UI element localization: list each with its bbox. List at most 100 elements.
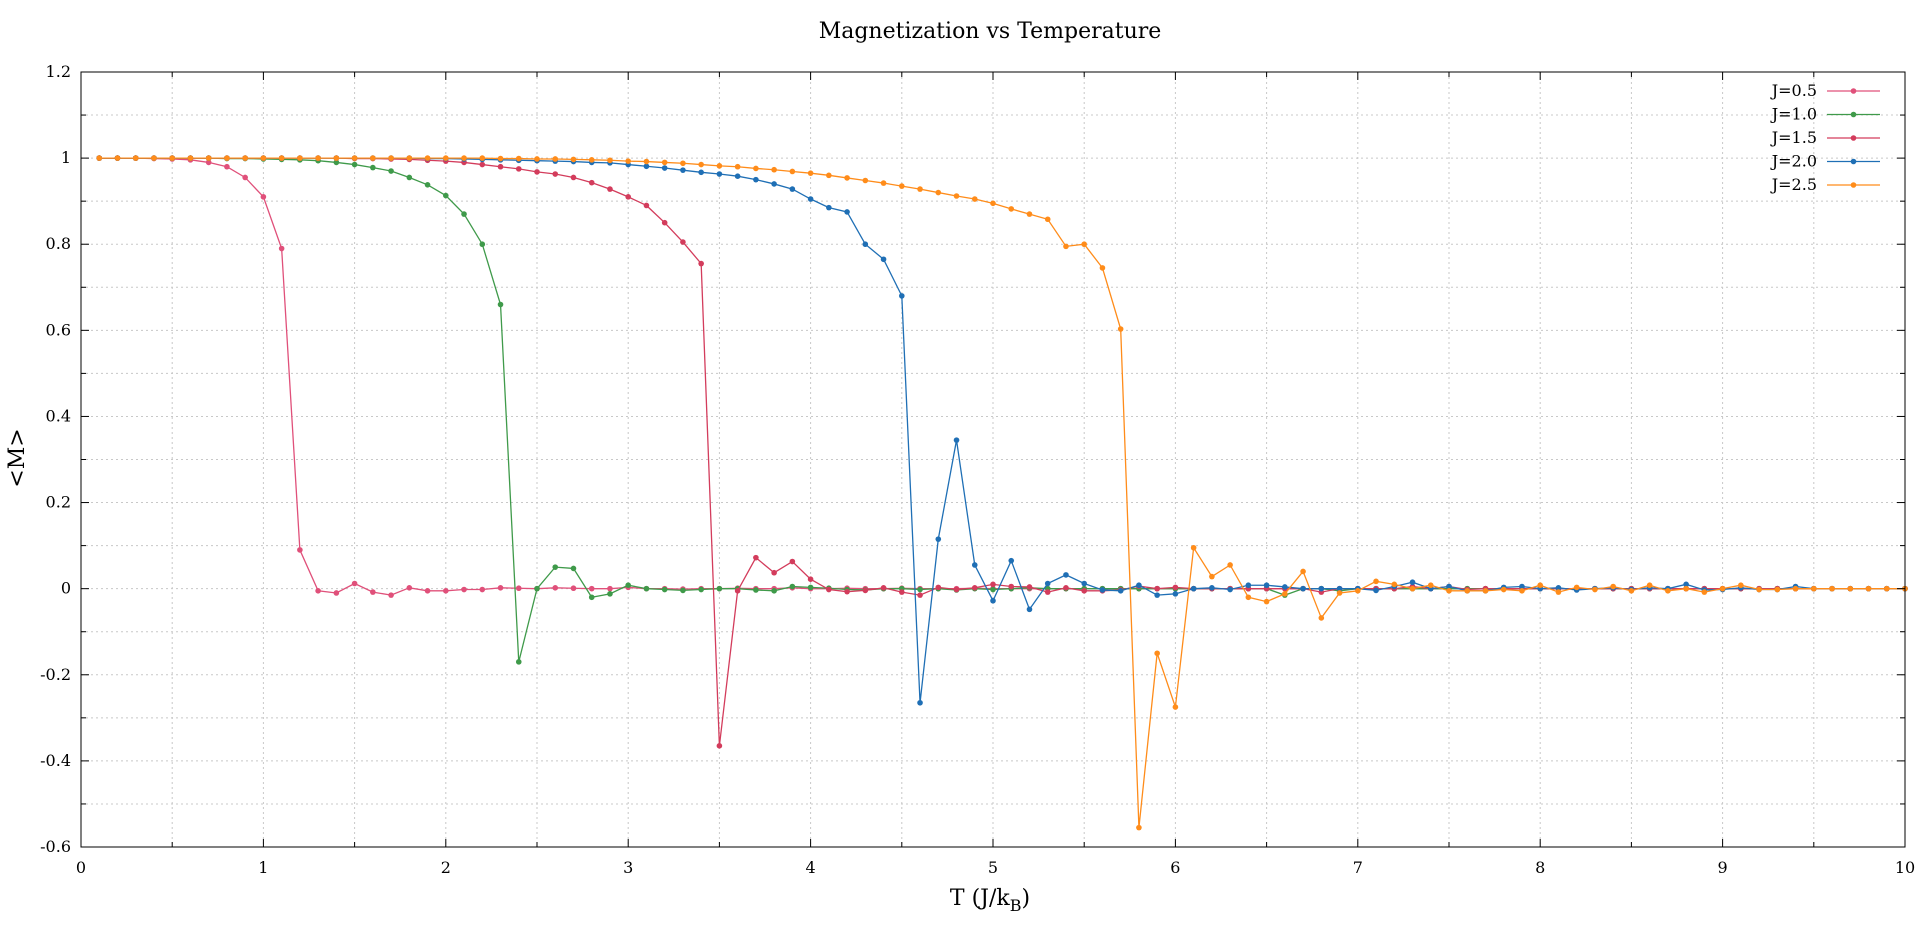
- data-point: [1373, 578, 1379, 585]
- data-point: [807, 196, 814, 202]
- data-point: [917, 186, 923, 192]
- data-point: [1464, 588, 1471, 594]
- data-point: [1044, 580, 1051, 587]
- data-point: [698, 161, 704, 168]
- data-point: [990, 597, 996, 604]
- series-line: [99, 157, 1905, 596]
- data-point: [753, 587, 759, 593]
- x-tick-label: 5: [988, 858, 998, 877]
- y-tick-label: 0.8: [46, 234, 71, 253]
- data-point: [1318, 615, 1325, 621]
- data-point: [406, 174, 413, 181]
- y-tick-label: -0.4: [40, 751, 71, 770]
- series-layer: [96, 155, 1908, 831]
- data-point: [698, 260, 704, 267]
- data-point: [588, 594, 595, 601]
- data-point: [351, 155, 358, 161]
- data-point: [588, 157, 595, 163]
- data-point: [461, 155, 467, 161]
- data-point: [1136, 582, 1142, 589]
- data-point: [862, 241, 869, 248]
- legend-swatch-marker: [1850, 111, 1857, 118]
- series-line: [99, 157, 1905, 828]
- legend-swatch-marker: [1850, 182, 1857, 188]
- data-point: [1209, 573, 1215, 580]
- data-point: [771, 181, 777, 187]
- data-point: [1665, 588, 1671, 594]
- data-point: [1063, 243, 1069, 250]
- data-point: [990, 581, 996, 588]
- data-point: [1026, 584, 1033, 590]
- data-point: [1172, 584, 1179, 591]
- data-point: [424, 182, 431, 188]
- data-point: [479, 155, 486, 161]
- x-tick-label: 2: [441, 858, 451, 877]
- data-point: [1227, 586, 1233, 593]
- data-point: [753, 176, 759, 183]
- data-point: [1081, 580, 1087, 587]
- data-point: [607, 157, 613, 164]
- x-tick-label: 10: [1895, 858, 1915, 877]
- data-point: [1282, 591, 1288, 597]
- data-point: [643, 158, 650, 165]
- legend-swatch-marker: [1850, 135, 1857, 141]
- data-point: [1227, 562, 1233, 568]
- legend-swatch-marker: [1850, 88, 1857, 94]
- data-point: [1683, 585, 1689, 592]
- data-point: [971, 585, 978, 591]
- data-point: [297, 155, 303, 161]
- data-point: [114, 155, 121, 161]
- x-axis-label: T (J/kB): [950, 886, 1030, 915]
- y-tick-label: 0.2: [46, 493, 71, 512]
- data-point: [680, 587, 686, 594]
- data-point: [1592, 586, 1598, 593]
- data-point: [552, 171, 559, 177]
- data-point: [278, 245, 285, 252]
- data-point: [1044, 216, 1051, 223]
- data-point: [534, 156, 540, 162]
- data-point: [497, 163, 504, 170]
- data-point: [661, 219, 668, 226]
- data-point: [315, 155, 321, 161]
- legend-label: J=1.0: [1770, 105, 1817, 124]
- x-tick-label: 4: [806, 858, 816, 877]
- data-point: [1099, 265, 1106, 271]
- x-tick-label: 9: [1718, 858, 1728, 877]
- data-point: [826, 204, 832, 211]
- data-point: [1245, 582, 1252, 589]
- data-point: [1063, 572, 1069, 578]
- data-point: [224, 163, 230, 170]
- data-point: [1154, 592, 1160, 598]
- data-point: [443, 155, 449, 161]
- data-point: [1719, 585, 1726, 592]
- data-point: [1628, 588, 1635, 594]
- data-point: [953, 437, 960, 443]
- data-point: [899, 183, 905, 189]
- data-point: [807, 584, 814, 591]
- data-point: [1136, 824, 1142, 831]
- data-point: [899, 589, 905, 595]
- legend-item: J=1.5: [1770, 128, 1880, 147]
- data-point: [789, 168, 796, 175]
- data-point: [1756, 586, 1762, 593]
- data-point: [552, 585, 559, 591]
- data-point: [497, 155, 504, 162]
- data-point: [1263, 598, 1270, 605]
- data-point: [588, 585, 595, 592]
- data-point: [1537, 582, 1543, 589]
- data-point: [771, 166, 777, 173]
- data-point: [1318, 585, 1325, 592]
- data-point: [351, 161, 358, 168]
- data-point: [698, 169, 704, 176]
- data-point: [935, 189, 942, 196]
- data-point: [734, 588, 741, 594]
- data-point: [570, 156, 577, 163]
- data-point: [333, 159, 340, 166]
- data-point: [1391, 581, 1398, 588]
- data-point: [1008, 583, 1015, 590]
- series-line: [99, 157, 1905, 746]
- data-point: [242, 155, 248, 161]
- series-J=2.0: [96, 155, 1908, 706]
- data-point: [1811, 585, 1817, 592]
- data-point: [661, 586, 668, 593]
